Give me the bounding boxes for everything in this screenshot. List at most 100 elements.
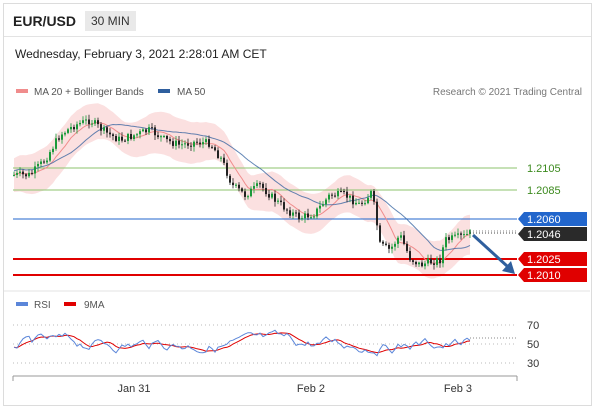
ma20-line bbox=[13, 121, 471, 264]
rsi-legend-swatch bbox=[16, 302, 28, 306]
candle-body bbox=[268, 194, 270, 198]
candle-body bbox=[367, 197, 369, 204]
candle-body bbox=[343, 191, 345, 193]
candle-body bbox=[304, 213, 306, 219]
candle-body bbox=[109, 132, 111, 135]
support-2-price-tag bbox=[518, 268, 587, 282]
candle-body bbox=[94, 120, 96, 124]
candle-body bbox=[73, 126, 75, 130]
candle-body bbox=[259, 183, 261, 185]
candle-body bbox=[31, 172, 33, 174]
candle-body bbox=[22, 171, 24, 175]
candle-body bbox=[67, 129, 69, 133]
x-tick-feb2: Feb 2 bbox=[297, 383, 325, 395]
candle-body bbox=[220, 157, 222, 159]
candle-body bbox=[265, 187, 267, 195]
candle-body bbox=[301, 218, 303, 220]
candle-body bbox=[298, 212, 300, 220]
candle-body bbox=[361, 202, 363, 204]
candle-body bbox=[40, 161, 42, 164]
candle-body bbox=[253, 186, 255, 189]
candle-body bbox=[205, 139, 207, 143]
current-price-label: 1.2046 bbox=[527, 229, 561, 241]
candle-body bbox=[406, 243, 408, 252]
candle-body bbox=[373, 191, 375, 202]
candle-body bbox=[469, 230, 471, 234]
candle-body bbox=[286, 209, 288, 211]
candle-body bbox=[337, 191, 339, 197]
candle-body bbox=[133, 135, 135, 139]
candle-body bbox=[316, 208, 318, 217]
candle-body bbox=[352, 195, 354, 205]
chart-header: EUR/USD 30 MIN bbox=[4, 4, 591, 37]
candle-body bbox=[52, 148, 54, 153]
support-1-price-label: 1.2025 bbox=[527, 254, 561, 266]
candle-body bbox=[262, 183, 264, 188]
candle-body bbox=[124, 140, 126, 142]
current-price-tag bbox=[518, 227, 587, 241]
candle-body bbox=[319, 205, 321, 209]
rsi-30-label: 30 bbox=[527, 358, 539, 370]
candle-body bbox=[13, 174, 15, 176]
rsi-line bbox=[13, 329, 471, 357]
candle-body bbox=[70, 126, 72, 130]
candle-body bbox=[211, 146, 213, 148]
candle-body bbox=[232, 182, 234, 186]
candle-body bbox=[76, 124, 78, 130]
candle-body bbox=[436, 258, 438, 265]
candle-body bbox=[397, 237, 399, 244]
candle-body bbox=[415, 261, 417, 265]
forecast-arrow-shaft bbox=[471, 233, 509, 268]
candle-body bbox=[34, 166, 36, 174]
candle-body bbox=[226, 162, 228, 176]
candle-body bbox=[391, 246, 393, 249]
candle-body bbox=[49, 152, 51, 161]
support-1-price-tag bbox=[518, 252, 587, 266]
ma9-legend-label: 9MA bbox=[84, 300, 105, 311]
candle-body bbox=[58, 138, 60, 140]
ma9-legend-swatch bbox=[64, 302, 76, 306]
candle-body bbox=[376, 201, 378, 226]
candle-body bbox=[349, 195, 351, 198]
candle-body bbox=[382, 241, 384, 244]
candle-body bbox=[202, 142, 204, 145]
candle-body bbox=[442, 247, 444, 264]
rsi-ma9-line bbox=[13, 332, 471, 354]
candle-body bbox=[196, 141, 198, 143]
candle-body bbox=[46, 160, 48, 163]
candle-body bbox=[64, 132, 66, 135]
candle-body bbox=[424, 263, 426, 267]
candle-body bbox=[427, 258, 429, 264]
candle-body bbox=[412, 260, 414, 262]
resistance-2-label: 1.2105 bbox=[527, 163, 561, 175]
candle-body bbox=[460, 233, 462, 235]
candle-body bbox=[103, 127, 105, 131]
candle-body bbox=[166, 135, 168, 140]
candle-body bbox=[379, 225, 381, 242]
candle-body bbox=[235, 184, 237, 186]
candle-body bbox=[127, 133, 129, 141]
pivot-price-tag bbox=[518, 212, 587, 226]
candle-body bbox=[439, 258, 441, 264]
candle-body bbox=[256, 183, 258, 187]
ma50-line bbox=[13, 123, 471, 251]
candle-body bbox=[172, 141, 174, 146]
candle-body bbox=[241, 188, 243, 192]
x-tick-feb3: Feb 3 bbox=[444, 383, 472, 395]
candle-body bbox=[271, 193, 273, 198]
candle-body bbox=[112, 134, 114, 137]
candle-body bbox=[184, 143, 186, 145]
candle-body bbox=[250, 188, 252, 197]
candle-body bbox=[274, 193, 276, 202]
candle-body bbox=[400, 235, 402, 238]
candle-body bbox=[370, 191, 372, 198]
candle-body bbox=[418, 262, 420, 265]
candle-body bbox=[307, 213, 309, 218]
candle-body bbox=[331, 194, 333, 196]
candle-body bbox=[463, 234, 465, 236]
candle-body bbox=[364, 203, 366, 205]
rsi-70-label: 70 bbox=[527, 320, 539, 332]
timeframe-badge[interactable]: 30 MIN bbox=[85, 11, 136, 31]
ma50-legend-swatch bbox=[158, 89, 170, 93]
